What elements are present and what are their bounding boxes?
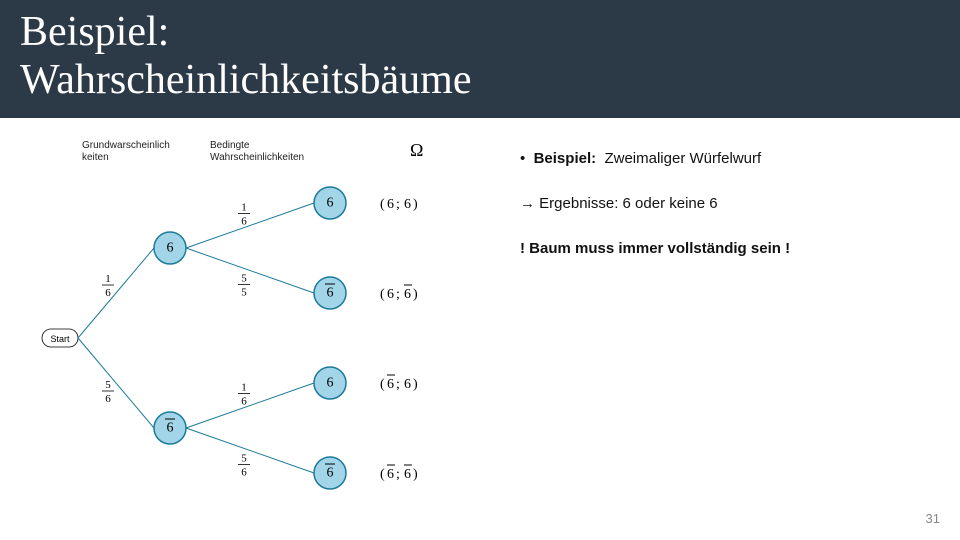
bullet-line: • Beispiel: Zweimaliger Würfelwurf xyxy=(520,148,790,169)
arrow-line: → Ergebnisse: 6 oder keine 6 xyxy=(520,193,790,214)
svg-text:;: ; xyxy=(396,377,400,392)
svg-text:6: 6 xyxy=(404,287,411,302)
svg-text:6: 6 xyxy=(167,241,174,256)
svg-text:5: 5 xyxy=(241,287,247,299)
svg-text:6: 6 xyxy=(327,286,334,301)
svg-text:(: ( xyxy=(380,197,385,212)
svg-text:(: ( xyxy=(380,287,385,302)
bullet-text: Zweimaliger Würfelwurf xyxy=(604,150,761,167)
svg-text:): ) xyxy=(413,287,418,302)
svg-text:1: 1 xyxy=(241,382,247,394)
svg-text:6: 6 xyxy=(404,467,411,482)
svg-text:;: ; xyxy=(396,287,400,302)
svg-text:): ) xyxy=(413,197,418,212)
svg-text:5: 5 xyxy=(241,273,247,285)
slide-content: Grundwarscheinlich keiten Bedingte Wahrs… xyxy=(0,118,960,540)
svg-text:6: 6 xyxy=(327,376,334,391)
svg-text:6: 6 xyxy=(241,396,247,408)
svg-text:): ) xyxy=(413,467,418,482)
svg-text:6: 6 xyxy=(387,377,394,392)
svg-text:6: 6 xyxy=(327,196,334,211)
slide-header: Beispiel: Wahrscheinlichkeitsbäume xyxy=(0,0,960,118)
svg-text:): ) xyxy=(413,377,418,392)
title-line1: Beispiel: xyxy=(20,9,169,55)
right-column: • Beispiel: Zweimaliger Würfelwurf → Erg… xyxy=(520,148,790,283)
svg-text:;: ; xyxy=(396,197,400,212)
svg-text:6: 6 xyxy=(327,466,334,481)
svg-text:(: ( xyxy=(380,467,385,482)
bullet-label: Beispiel: xyxy=(534,150,597,167)
svg-text:6: 6 xyxy=(167,421,174,436)
svg-text:1: 1 xyxy=(241,202,247,214)
probability-tree: Start166566166(6;6)556(6;6)166(6;6)566(6… xyxy=(40,138,480,518)
svg-text:6: 6 xyxy=(241,216,247,228)
svg-text:6: 6 xyxy=(387,467,394,482)
svg-text:(: ( xyxy=(380,377,385,392)
svg-text:6: 6 xyxy=(404,377,411,392)
svg-text:Start: Start xyxy=(50,334,70,344)
svg-text:6: 6 xyxy=(241,467,247,479)
svg-text:5: 5 xyxy=(241,453,247,465)
page-number: 31 xyxy=(926,511,940,526)
svg-text:5: 5 xyxy=(105,379,111,391)
svg-text:6: 6 xyxy=(105,393,111,405)
svg-text:1: 1 xyxy=(105,273,111,285)
note-line: ! Baum muss immer vollständig sein ! xyxy=(520,238,790,259)
svg-text:6: 6 xyxy=(387,197,394,212)
title-line2: Wahrscheinlichkeitsbäume xyxy=(20,57,471,103)
slide-title: Beispiel: Wahrscheinlichkeitsbäume xyxy=(20,8,940,105)
svg-text:6: 6 xyxy=(387,287,394,302)
svg-text:6: 6 xyxy=(105,287,111,299)
svg-text:;: ; xyxy=(396,467,400,482)
svg-text:6: 6 xyxy=(404,197,411,212)
